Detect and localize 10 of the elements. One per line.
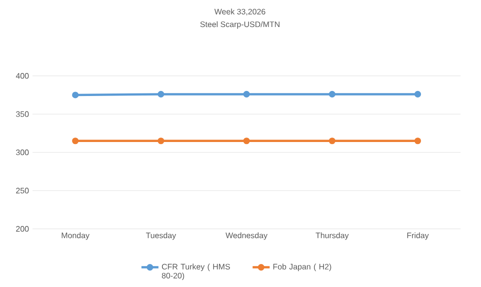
point (414, 138, 422, 144)
point (158, 90, 164, 98)
point (414, 90, 422, 98)
point (158, 138, 164, 144)
point (243, 90, 250, 98)
point (328, 90, 336, 98)
point (328, 138, 336, 144)
point (72, 92, 79, 98)
point (243, 138, 250, 144)
point (72, 138, 79, 144)
